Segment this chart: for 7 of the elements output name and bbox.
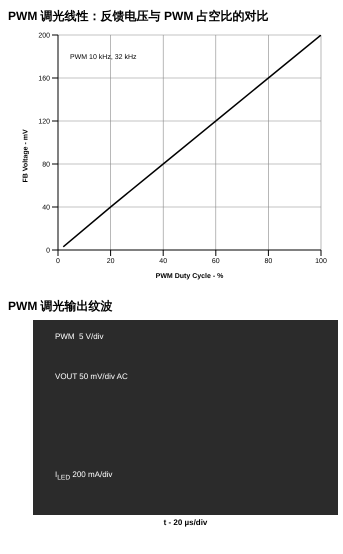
text: I$_{LED}$ 200 mA/div	[55, 470, 112, 482]
text: PWM 5 V/div	[55, 332, 104, 341]
text: t - 20 µs/div	[162, 518, 208, 527]
chart-title: PWM 调光线性：反馈电压与 PWM 占空比的对比	[8, 8, 270, 25]
line-series	[62, 35, 321, 248]
text: PWM 调光输出纹波	[8, 298, 114, 315]
text: VOUT 50 mV/div AC	[55, 372, 128, 381]
